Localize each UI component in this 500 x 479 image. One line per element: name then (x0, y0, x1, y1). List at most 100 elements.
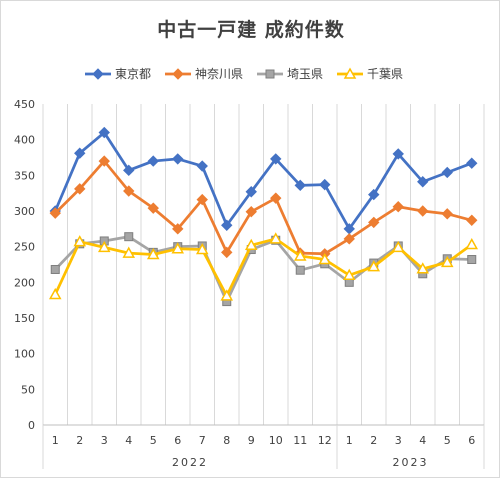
data-point (270, 192, 282, 204)
y-tick-label: 200 (14, 276, 35, 289)
data-point (98, 155, 110, 167)
data-point (368, 216, 380, 229)
series-line (53, 131, 473, 231)
x-tick-label: 8 (223, 434, 230, 447)
data-point (368, 188, 380, 201)
data-point (294, 179, 306, 192)
data-point (318, 252, 332, 265)
y-axis-ticks: 0 50 100 150 200 250 300 350 400 450 (14, 98, 35, 432)
legend-item-2: 神奈川県 (165, 67, 243, 81)
x-tick-label: 10 (269, 434, 283, 447)
data-point (49, 207, 61, 219)
legend-swatch-marker (343, 67, 357, 79)
y-tick-label: 100 (14, 348, 35, 361)
y-tick-label: 250 (14, 241, 35, 254)
legend-swatch-marker (265, 69, 275, 79)
data-point (367, 260, 381, 272)
data-point (146, 247, 160, 260)
x-tick-label: 2 (370, 434, 377, 447)
data-point (440, 255, 454, 268)
x-tick-label: 7 (199, 434, 206, 447)
data-point (124, 232, 134, 242)
x-tick-label: 5 (150, 434, 157, 447)
data-point (441, 208, 453, 220)
data-point (195, 242, 209, 255)
series-4 (48, 232, 479, 301)
x-tick-label: 9 (248, 434, 255, 447)
data-point (392, 201, 404, 213)
data-point (392, 148, 404, 160)
data-point (74, 147, 86, 159)
data-point (220, 289, 234, 301)
data-point (466, 214, 478, 226)
year-group-label: 2022 (172, 456, 208, 469)
data-point (123, 164, 135, 177)
y-tick-label: 300 (14, 205, 35, 218)
legend-swatch-marker (172, 68, 184, 80)
x-tick-label: 6 (174, 434, 181, 447)
data-point (74, 183, 86, 195)
series-1 (49, 126, 478, 235)
x-tick-label: 1 (346, 434, 353, 447)
x-tick-label: 1 (52, 434, 59, 447)
x-tick-label: 3 (101, 434, 108, 447)
data-point (342, 268, 356, 280)
data-point (465, 237, 479, 250)
data-point (147, 155, 159, 167)
legend-item-3: 埼玉県 (257, 67, 323, 81)
data-point (441, 166, 453, 179)
data-point (467, 255, 477, 265)
year-group-label: 2023 (393, 456, 429, 469)
data-point (48, 287, 62, 300)
y-tick-label: 400 (14, 134, 35, 147)
grid (42, 104, 485, 425)
legend-label: 神奈川県 (195, 67, 243, 81)
legend-swatch-marker (92, 68, 104, 80)
data-point (122, 246, 136, 258)
x-tick-label: 5 (444, 434, 451, 447)
data-point (172, 153, 184, 165)
data-point (319, 178, 331, 191)
data-point (73, 235, 87, 247)
data-point (123, 185, 135, 197)
x-tick-label: 4 (125, 434, 132, 447)
data-point (245, 206, 257, 218)
data-point (245, 186, 257, 198)
data-point (196, 160, 208, 172)
data-point (295, 265, 305, 275)
series-2 (49, 155, 478, 260)
data-point (270, 153, 282, 165)
data-point (466, 157, 478, 169)
legend-label: 埼玉県 (287, 67, 323, 81)
data-point (221, 219, 233, 231)
legend-label: 東京都 (115, 67, 151, 81)
data-point (416, 262, 430, 274)
x-tick-label: 11 (293, 434, 307, 447)
data-point (221, 246, 233, 259)
chart-title: 中古一戸建 成約件数 (157, 18, 345, 41)
data-point (97, 240, 111, 253)
x-tick-label: 4 (419, 434, 426, 447)
data-point (50, 264, 60, 274)
data-point (417, 205, 429, 217)
data-point (172, 223, 184, 235)
data-point (391, 240, 405, 253)
data-point (171, 242, 185, 254)
legend-item-1: 東京都 (85, 67, 151, 81)
data-point (269, 232, 283, 244)
x-tick-label: 2 (76, 434, 83, 447)
y-tick-label: 50 (21, 383, 35, 396)
x-tick-label: 3 (395, 434, 402, 447)
legend: 東京都 神奈川県 埼玉県 千葉県 (85, 67, 403, 81)
y-tick-label: 450 (14, 98, 35, 111)
y-tick-label: 0 (28, 419, 35, 432)
x-tick-label: 6 (468, 434, 475, 447)
y-tick-label: 150 (14, 312, 35, 325)
legend-item-4: 千葉県 (337, 67, 403, 81)
legend-label: 千葉県 (367, 67, 403, 81)
y-tick-label: 350 (14, 169, 35, 182)
data-point (293, 249, 307, 261)
